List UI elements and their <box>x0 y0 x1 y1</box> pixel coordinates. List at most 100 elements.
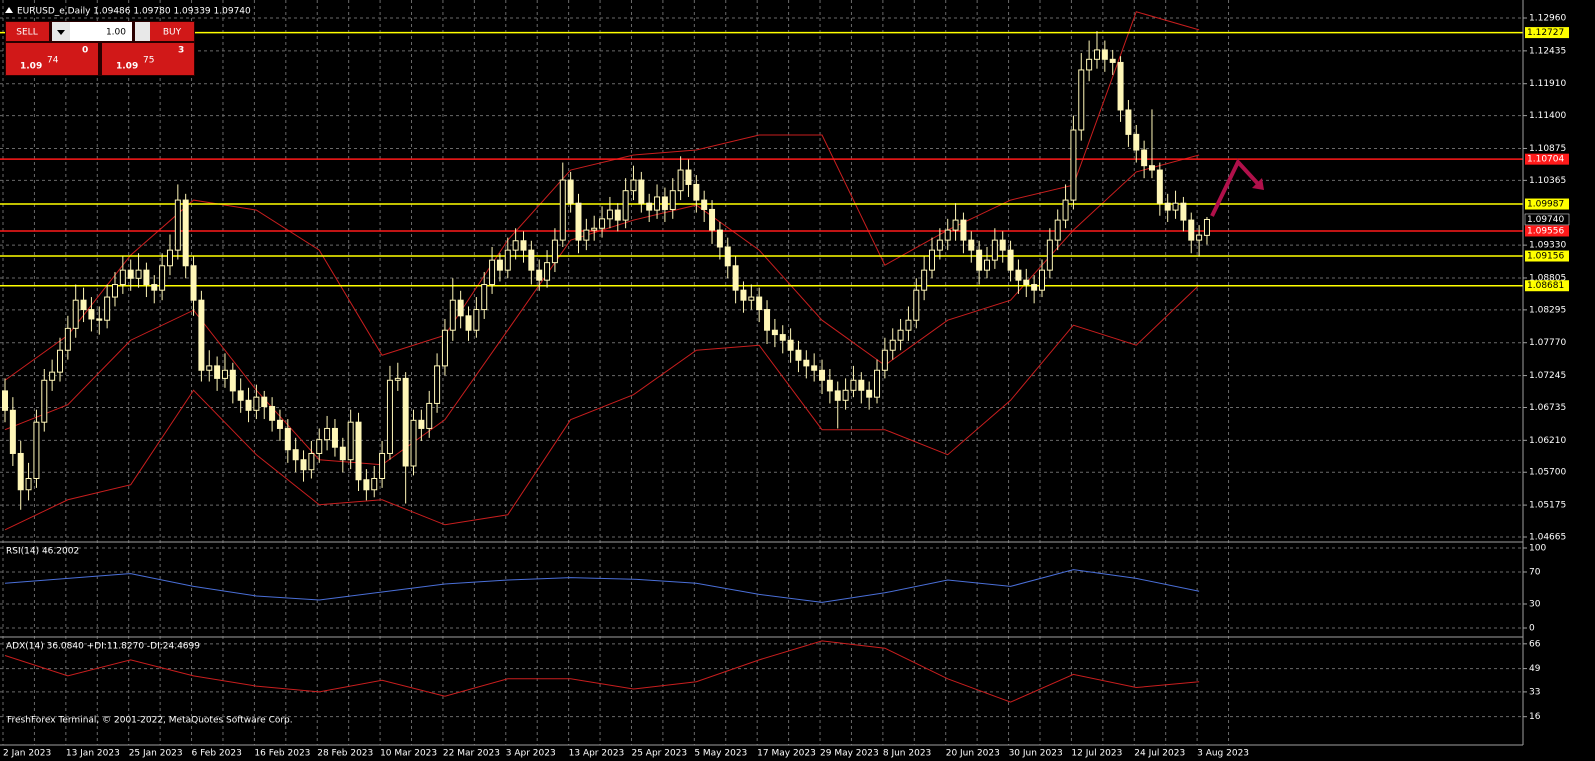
candle-body <box>881 349 888 371</box>
bid-box[interactable] <box>6 43 98 75</box>
y-tick-label: 1.07770 <box>1529 338 1566 348</box>
candle-body <box>1141 149 1148 167</box>
lot-input[interactable] <box>70 22 132 41</box>
sell-label[interactable]: SELL <box>16 28 37 38</box>
candle-body <box>331 427 338 448</box>
candle-body <box>889 339 896 351</box>
candle-body <box>481 284 488 311</box>
candle-body <box>1109 58 1116 63</box>
indicator-line <box>4 284 1200 531</box>
candle-body <box>41 379 48 423</box>
candle-body <box>17 452 24 491</box>
y-tick-label: 1.07245 <box>1529 371 1566 381</box>
candle-body <box>9 409 16 454</box>
y-tick-label: 66 <box>1529 639 1541 649</box>
candle-body <box>206 365 213 371</box>
candle-body <box>756 296 763 311</box>
candle-body <box>127 269 134 279</box>
buy-button[interactable] <box>150 22 194 41</box>
grid-layer <box>0 0 1523 745</box>
candle-body <box>2 390 8 411</box>
candle-body <box>1015 269 1022 281</box>
candle-body <box>434 365 441 404</box>
ask-big: 1.09 <box>116 62 138 72</box>
candle-body <box>999 239 1006 251</box>
candle-body <box>960 219 967 241</box>
candle-body <box>787 339 794 351</box>
candle-body <box>253 396 260 411</box>
candle-body <box>151 284 158 291</box>
candle-body <box>952 219 959 231</box>
y-tick-label: 1.11910 <box>1529 79 1566 89</box>
candle-body <box>159 265 166 291</box>
candle-body <box>819 369 826 381</box>
price-label: 1.09740 <box>1527 215 1564 225</box>
candle-body <box>339 446 346 461</box>
lot-value[interactable]: 1.00 <box>106 28 126 38</box>
candle-body <box>897 329 904 341</box>
spinner-arrow[interactable] <box>57 30 65 35</box>
candle-body <box>1007 249 1014 271</box>
candle-body <box>1023 279 1030 286</box>
candle-body <box>56 349 63 373</box>
candle-body <box>591 227 598 231</box>
rsi-title: RSI(14) 46.2002 <box>6 547 79 557</box>
indicator-line <box>4 569 1200 603</box>
candle-body <box>119 269 126 286</box>
candle-body <box>143 269 150 286</box>
candle-body <box>834 390 841 401</box>
adx-title: ADX(14) 36.0840 +DI:11.8270 -DI:24.4699 <box>6 642 200 652</box>
x-tick-label: 13 Apr 2023 <box>569 749 625 759</box>
drawn-arrow <box>1210 158 1262 217</box>
x-tick-label: 13 Jan 2023 <box>66 749 120 759</box>
y-tick-label: 0 <box>1529 624 1535 634</box>
candle-body <box>104 296 111 321</box>
candle-body <box>583 229 590 241</box>
candle-body <box>371 477 378 491</box>
ask-box[interactable] <box>102 43 194 75</box>
level-label: 1.09156 <box>1527 252 1564 262</box>
sell-button[interactable] <box>6 22 49 41</box>
ask-pips: 75 <box>143 56 154 66</box>
candle-body <box>1093 49 1100 60</box>
candle-body <box>418 419 425 429</box>
candle-body <box>740 289 747 301</box>
buy-label[interactable]: BUY <box>163 28 182 38</box>
x-tick-label: 6 Feb 2023 <box>192 749 242 759</box>
level-tag <box>1525 198 1569 210</box>
candle-body <box>858 379 865 391</box>
candle-body <box>701 199 708 210</box>
candle-body <box>991 239 998 261</box>
y-tick-label: 1.12960 <box>1529 14 1566 24</box>
candle-body <box>528 249 535 271</box>
candle-body <box>661 196 668 210</box>
x-tick-label: 22 Mar 2023 <box>443 749 500 759</box>
y-tick-label: 1.10365 <box>1529 176 1566 186</box>
collapse-icon[interactable] <box>5 7 13 13</box>
candle-body <box>874 369 881 398</box>
y-tick-label: 1.05175 <box>1529 501 1566 511</box>
candle-body <box>25 477 32 491</box>
candle-body <box>654 196 661 211</box>
candle-body <box>261 396 268 408</box>
candle-body <box>779 334 786 341</box>
candle-body <box>905 319 912 331</box>
plot-layer <box>0 11 1523 703</box>
level-tag <box>1525 280 1569 292</box>
candle-body <box>473 309 480 331</box>
candle-body <box>984 259 990 271</box>
candle-body <box>1054 219 1061 241</box>
x-tick-label: 25 Apr 2023 <box>631 749 687 759</box>
candle-body <box>221 369 228 379</box>
level-tag <box>1525 27 1569 39</box>
candle-body <box>1125 109 1132 135</box>
candle-body <box>630 179 637 192</box>
level-label: 1.09556 <box>1527 226 1564 236</box>
candle-body <box>1164 202 1171 211</box>
candle-body <box>1156 169 1163 204</box>
y-tick-label: 33 <box>1529 687 1540 697</box>
candle-body <box>921 269 928 291</box>
lot-spinner[interactable] <box>135 22 153 41</box>
